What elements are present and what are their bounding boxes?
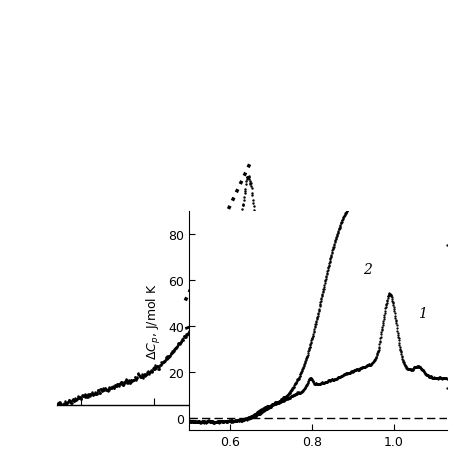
Text: 2: 2 [362,263,371,277]
X-axis label: $T/T_1$: $T/T_1$ [303,453,332,455]
Y-axis label: $\Delta C_p$, J/mol K: $\Delta C_p$, J/mol K [145,283,162,359]
Text: 1: 1 [417,306,426,320]
